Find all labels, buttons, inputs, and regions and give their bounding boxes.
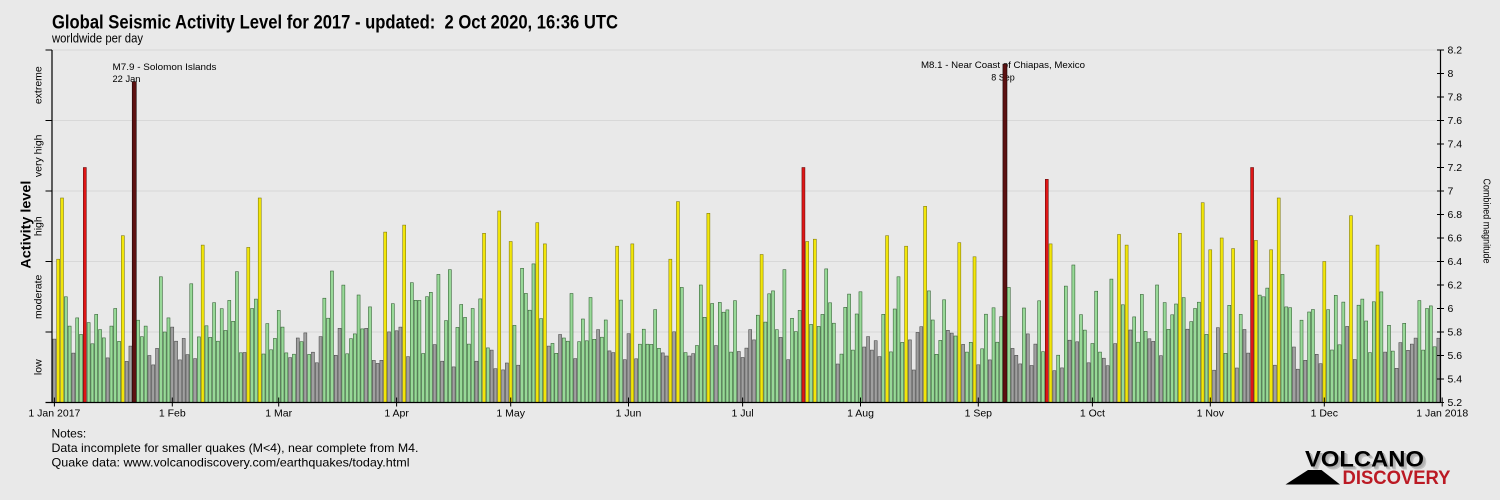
svg-text:Combined magnitude: Combined magnitude — [1481, 179, 1493, 264]
svg-text:1 Feb: 1 Feb — [159, 408, 186, 420]
svg-text:1 Jul: 1 Jul — [732, 408, 754, 420]
svg-text:5.4: 5.4 — [1448, 374, 1463, 386]
svg-text:1 Aug: 1 Aug — [847, 408, 874, 420]
svg-text:Activity level: Activity level — [18, 181, 33, 269]
svg-text:8: 8 — [1448, 68, 1454, 80]
svg-text:6.4: 6.4 — [1448, 256, 1463, 268]
svg-text:M7.9 - Solomon Islands: M7.9 - Solomon Islands — [113, 62, 217, 73]
svg-text:DISCOVERY: DISCOVERY — [1343, 467, 1451, 489]
svg-text:extreme: extreme — [33, 66, 45, 104]
svg-text:6.2: 6.2 — [1448, 280, 1463, 292]
svg-text:VOLCANO: VOLCANO — [1307, 449, 1426, 474]
svg-text:6: 6 — [1448, 303, 1454, 315]
svg-text:Notes:: Notes: — [52, 427, 87, 441]
svg-text:5.2: 5.2 — [1448, 397, 1463, 409]
svg-text:6.6: 6.6 — [1448, 233, 1463, 245]
svg-text:very high: very high — [33, 134, 45, 177]
svg-text:5.6: 5.6 — [1448, 350, 1463, 362]
svg-text:1 Mar: 1 Mar — [265, 408, 292, 420]
svg-text:1 May: 1 May — [496, 408, 525, 420]
svg-text:1 Dec: 1 Dec — [1311, 408, 1338, 420]
svg-text:low: low — [33, 359, 45, 375]
svg-text:22 Jan: 22 Jan — [113, 74, 141, 85]
svg-text:7.6: 7.6 — [1448, 115, 1463, 127]
svg-text:1 Jun: 1 Jun — [616, 408, 642, 420]
svg-text:1 Jan 2017: 1 Jan 2017 — [28, 408, 80, 420]
svg-text:7.2: 7.2 — [1448, 162, 1463, 174]
svg-text:1 Apr: 1 Apr — [384, 408, 409, 420]
svg-text:1 Oct: 1 Oct — [1080, 408, 1105, 420]
svg-text:VOLCANO: VOLCANO — [1305, 447, 1424, 472]
svg-text:1 Jan 2018: 1 Jan 2018 — [1416, 408, 1468, 420]
svg-text:moderate: moderate — [33, 274, 45, 319]
svg-text:Quake data: www.volcanodiscove: Quake data: www.volcanodiscovery.com/ear… — [52, 456, 410, 470]
svg-text:5.8: 5.8 — [1448, 327, 1463, 339]
svg-text:VOLCANO: VOLCANO — [1308, 450, 1427, 475]
svg-text:high: high — [33, 216, 45, 236]
svg-text:Global Seismic Activity Level: Global Seismic Activity Level for 2017 -… — [52, 13, 618, 34]
svg-text:worldwide per day: worldwide per day — [51, 32, 144, 46]
svg-text:Data incomplete for smaller qu: Data incomplete for smaller quakes (M<4)… — [52, 441, 419, 455]
svg-text:1 Nov: 1 Nov — [1197, 408, 1225, 420]
svg-text:8.2: 8.2 — [1448, 45, 1463, 57]
svg-text:7.8: 7.8 — [1448, 92, 1463, 104]
svg-text:7.4: 7.4 — [1448, 139, 1463, 151]
svg-text:7: 7 — [1448, 186, 1454, 198]
svg-text:6.8: 6.8 — [1448, 209, 1463, 221]
svg-text:1 Sep: 1 Sep — [965, 408, 993, 420]
